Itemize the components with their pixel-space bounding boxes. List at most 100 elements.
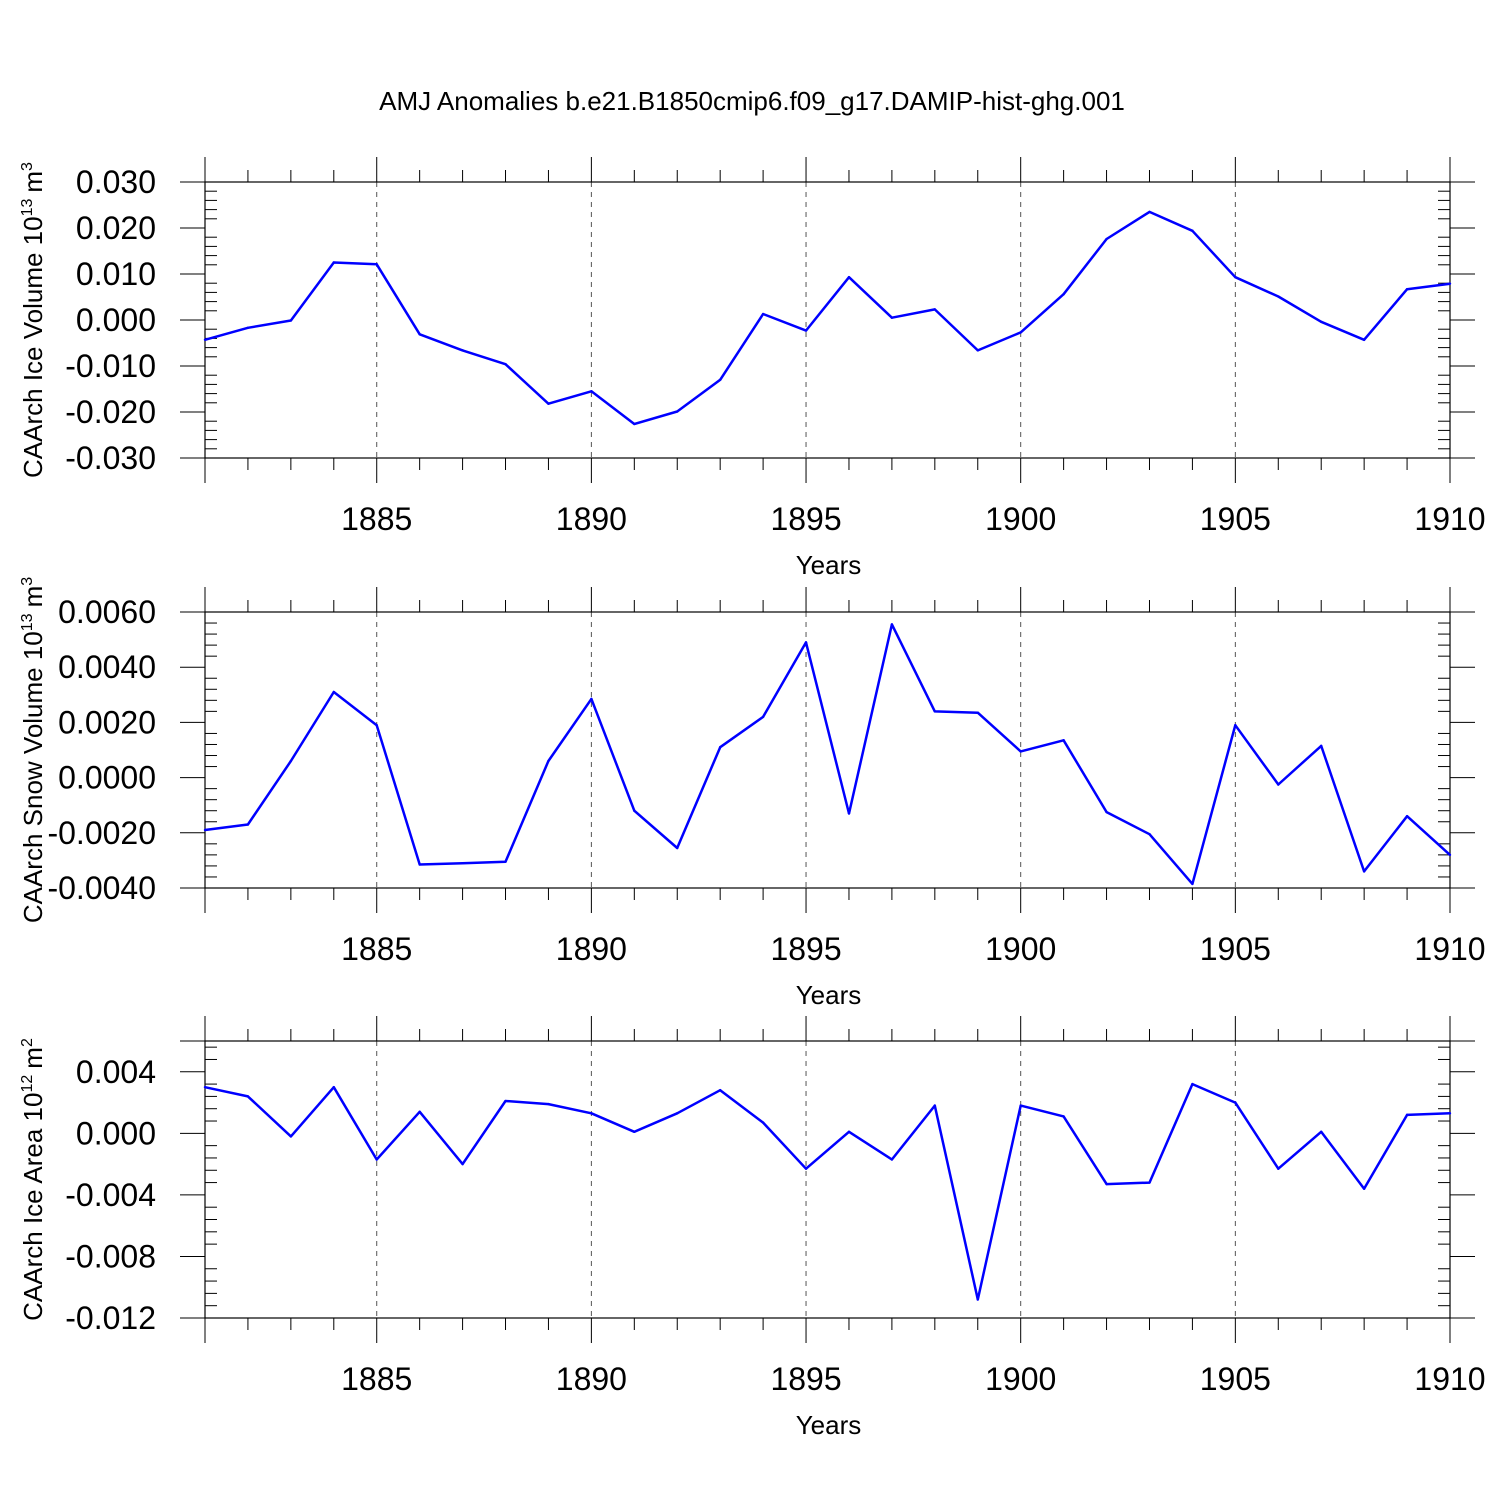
data-point <box>890 1158 894 1161</box>
data-point <box>761 1121 765 1124</box>
x-axis-title: Years <box>796 980 862 1010</box>
data-point <box>1234 1101 1237 1104</box>
y-tick-label: 0.0000 <box>58 760 156 796</box>
y-tick-label: 0.020 <box>76 210 156 246</box>
y-axis-title-unit: m <box>18 171 48 193</box>
data-point <box>504 860 507 863</box>
y-axis-title: CAArch Ice Volume 1013 m3 <box>18 162 48 478</box>
data-point <box>804 641 808 644</box>
y-axis-title-exponent: 12 <box>19 1075 36 1093</box>
data-point <box>461 349 464 352</box>
data-point <box>761 715 765 719</box>
data-point <box>1062 1115 1065 1118</box>
y-axis-title-exponent: 13 <box>19 613 36 631</box>
y-tick-label: -0.030 <box>65 440 156 476</box>
x-tick-label: 1885 <box>341 1361 412 1397</box>
y-tick-label: 0.0060 <box>58 594 156 630</box>
data-point <box>676 410 679 413</box>
data-point <box>718 746 722 749</box>
data-point <box>1277 783 1280 786</box>
data-point <box>289 319 293 322</box>
y-tick-label: 0.0040 <box>58 649 156 685</box>
y-axis-title: CAArch Ice Area 1012 m2 <box>18 1038 48 1321</box>
data-point <box>504 362 507 366</box>
plot-frame <box>204 611 1451 889</box>
series-line-ice-area <box>204 1082 1451 1301</box>
data-point <box>203 828 207 832</box>
data-point <box>1405 815 1409 818</box>
data-point <box>1062 739 1065 742</box>
x-tick-label: 1885 <box>341 501 412 537</box>
data-point <box>1320 1130 1323 1133</box>
data-point <box>1277 295 1280 298</box>
y-axis-title-unit-exponent: 2 <box>19 1038 36 1047</box>
data-point <box>847 276 851 279</box>
x-tick-label: 1900 <box>985 501 1056 537</box>
data-point <box>1234 276 1237 279</box>
panel-ice-area: 1885 1890 1895 1900 1905 1910 -0.012 -0.008 -0.0… <box>18 1016 1486 1440</box>
y-tick-label: -0.008 <box>65 1238 156 1274</box>
data-point <box>890 316 894 319</box>
data-point <box>1019 750 1022 753</box>
y-axis-title-text: CAArch Ice Area 10 <box>18 1093 48 1321</box>
data-point <box>461 1162 464 1166</box>
x-tick-label: 1890 <box>556 501 627 537</box>
series-line-ice-volume <box>204 210 1451 426</box>
x-tick-label: 1910 <box>1414 501 1485 537</box>
data-point <box>847 812 851 815</box>
data-point <box>1191 1082 1194 1086</box>
data-point <box>933 710 937 713</box>
data-point <box>633 809 636 812</box>
plot-frame <box>204 1040 1451 1319</box>
plot-frame <box>204 181 1451 459</box>
x-tick-label: 1890 <box>556 1361 627 1397</box>
data-point <box>804 329 808 332</box>
data-point <box>718 1089 722 1092</box>
data-point <box>633 422 636 426</box>
data-point <box>1019 1104 1022 1107</box>
data-point <box>504 1099 507 1103</box>
series-line-snow-volume <box>204 623 1451 886</box>
data-point <box>676 1112 679 1115</box>
data-point <box>1019 331 1022 334</box>
x-tick-label: 1895 <box>770 931 841 967</box>
data-point <box>590 697 593 701</box>
y-axis-title: CAArch Snow Volume 1013 m3 <box>18 577 48 923</box>
data-point <box>976 1298 979 1301</box>
x-tick-label: 1900 <box>985 1361 1056 1397</box>
data-point <box>1234 723 1237 727</box>
data-point <box>718 378 722 381</box>
data-point <box>1191 882 1194 886</box>
data-point <box>976 349 979 352</box>
data-point <box>1448 853 1452 857</box>
x-tick-label: 1905 <box>1200 501 1271 537</box>
x-tick-label: 1905 <box>1200 1361 1271 1397</box>
data-point <box>1405 1113 1409 1117</box>
data-point <box>1405 287 1409 291</box>
data-point <box>1362 870 1366 873</box>
data-point <box>332 1085 335 1089</box>
data-point <box>375 723 378 727</box>
y-axis-title-unit-exponent: 3 <box>19 577 36 586</box>
data-point <box>203 1085 207 1089</box>
y-axis-title-exponent: 13 <box>19 199 36 217</box>
y-axis-title-text: CAArch Ice Volume 10 <box>18 216 48 478</box>
x-tick-label: 1895 <box>770 1361 841 1397</box>
data-point <box>890 623 894 626</box>
x-axis-title: Years <box>796 1410 862 1440</box>
y-axis-title-unit-exponent: 3 <box>19 162 36 171</box>
data-point <box>461 861 464 865</box>
data-point <box>804 1167 808 1170</box>
data-point <box>547 402 550 405</box>
data-point <box>246 326 250 330</box>
data-point <box>1148 832 1151 836</box>
data-point <box>676 846 679 850</box>
data-point <box>289 1135 293 1138</box>
data-point <box>1448 282 1452 285</box>
y-tick-label: 0.000 <box>76 302 156 338</box>
data-point <box>289 759 293 763</box>
data-point <box>1448 1112 1452 1115</box>
x-tick-label: 1885 <box>341 931 412 967</box>
x-tick-label: 1895 <box>770 501 841 537</box>
